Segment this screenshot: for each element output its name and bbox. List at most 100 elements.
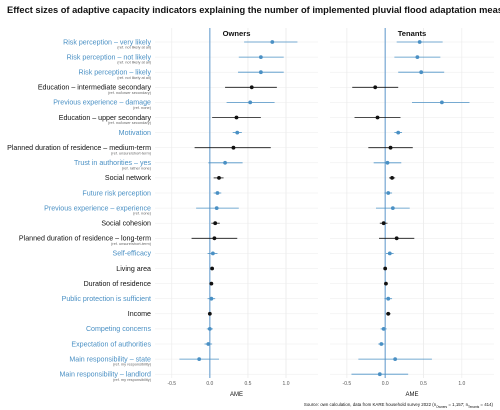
indicator-labels: Risk perception – very likely(ref. not l…: [7, 38, 152, 382]
estimate-point: [213, 221, 218, 226]
indicator-label: Planned duration of residence – long-ter…: [19, 235, 151, 243]
estimate-point: [386, 296, 391, 301]
estimate-point: [248, 100, 253, 105]
estimate-point: [417, 40, 422, 44]
estimate-point: [270, 40, 275, 44]
indicator-label: Education – intermediate secondary: [38, 84, 152, 92]
estimate-point: [377, 372, 382, 377]
estimate-point: [387, 251, 392, 256]
estimate-point: [214, 206, 219, 211]
indicator-label: Competing concerns: [86, 325, 152, 333]
estimate-point: [249, 85, 254, 90]
x-axis-title-tenants: AME: [405, 392, 418, 398]
estimate-point: [386, 311, 391, 316]
estimate-point: [381, 327, 386, 331]
indicator-label: Planned duration of residence – medium-t…: [7, 144, 151, 152]
x-tick-label: 0.0: [382, 381, 389, 387]
indicator-label: Education – upper secondary: [59, 114, 152, 122]
estimate-point: [258, 55, 263, 59]
estimate-point: [373, 85, 378, 90]
panel-tenants-background: [330, 28, 494, 378]
indicator-label: Duration of residence: [84, 280, 151, 288]
indicator-label: Previous experience – experience: [44, 204, 151, 212]
x-tick-label: 0.5: [244, 381, 251, 387]
estimate-point: [209, 281, 214, 286]
estimate-point: [381, 221, 386, 226]
x-tick-label: -0.5: [343, 381, 352, 387]
estimate-point: [393, 357, 398, 361]
indicator-label: Risk perception – very likely: [63, 38, 151, 46]
x-tick-label: 0.5: [420, 381, 427, 387]
estimate-point: [217, 176, 221, 180]
reference-note: (ref. my responsibility): [113, 362, 152, 367]
indicator-label: Future risk perception: [82, 189, 151, 197]
estimate-point: [390, 176, 394, 180]
estimate-point: [207, 327, 212, 331]
estimate-point: [209, 296, 214, 301]
indicator-label: Previous experience – damage: [53, 99, 151, 107]
estimate-point: [235, 130, 240, 135]
estimate-point: [231, 145, 236, 150]
indicator-label: Motivation: [119, 129, 151, 137]
estimate-point: [390, 206, 395, 211]
chart-title: Effect sizes of adaptive capacity indica…: [7, 5, 500, 15]
indicator-label: Self-efficacy: [112, 250, 151, 258]
reference-note: (ref. not likely at all): [117, 75, 151, 80]
estimate-point: [385, 160, 390, 165]
estimate-point: [439, 100, 444, 105]
estimate-point: [415, 55, 420, 59]
indicator-label: Risk perception – not likely: [67, 53, 152, 61]
indicator-label: Living area: [116, 265, 151, 273]
indicator-label: Expectation of authorities: [71, 340, 151, 348]
panel-title-owners: Owners: [223, 29, 251, 38]
estimate-point: [210, 251, 215, 256]
x-tick-label: 1.0: [458, 381, 465, 387]
estimate-point: [215, 191, 220, 195]
panel-owners-background: [155, 28, 318, 378]
x-axis-ticks: -0.5 0.0 0.5 1.0 -0.5 0.0 0.5 1.0: [167, 381, 465, 387]
reference-note: (ref. unsure/short-term): [111, 150, 152, 155]
estimate-point: [212, 236, 217, 241]
indicator-label: Risk perception – likely: [78, 69, 151, 77]
reference-note: (ref. rather none): [122, 165, 152, 170]
estimate-point: [388, 145, 393, 150]
estimate-point: [396, 130, 401, 135]
estimate-point: [206, 342, 211, 346]
reference-note: (ref. no/lower secondary): [108, 90, 152, 95]
source-note: Source: own calculation, data from KARE …: [304, 402, 494, 409]
indicator-label: Social cohesion: [101, 220, 151, 228]
indicator-label: Income: [128, 310, 151, 318]
estimate-point: [375, 115, 380, 120]
x-tick-label: 1.0: [283, 381, 290, 387]
zero-lines: [209, 28, 386, 378]
x-axis-title-owners: AME: [230, 392, 243, 398]
reference-note: (ref. not likely at all): [117, 45, 151, 50]
panel-title-tenants: Tenants: [398, 29, 427, 38]
indicator-label: Public protection is sufficient: [62, 295, 151, 303]
reference-note: (ref. none): [133, 211, 152, 216]
x-tick-label: -0.5: [167, 381, 176, 387]
estimate-point: [384, 281, 388, 286]
indicator-label: Trust in authorities – yes: [74, 159, 151, 167]
estimate-point: [258, 70, 263, 75]
indicator-label: Main responsibility – landlord: [60, 371, 152, 379]
reference-note: (ref. unsure/short-term): [111, 241, 152, 246]
estimate-point: [419, 70, 424, 75]
indicator-label: Social network: [105, 174, 152, 182]
estimate-points: [197, 40, 444, 377]
reference-note: (ref. not likely at all): [117, 60, 151, 65]
estimate-point: [386, 191, 391, 195]
estimate-point: [210, 266, 215, 271]
reference-note: (ref. none): [133, 105, 152, 110]
x-tick-label: 0.0: [206, 381, 213, 387]
reference-note: (ref. no/lower secondary): [108, 120, 152, 125]
estimate-point: [234, 115, 239, 120]
estimate-point: [223, 160, 227, 165]
estimate-point: [383, 266, 388, 271]
indicator-label: Main responsibility – state: [69, 355, 151, 363]
reference-note: (ref. my responsibility): [113, 377, 152, 382]
estimate-point: [197, 357, 202, 361]
estimate-point: [207, 311, 212, 316]
estimate-point: [379, 342, 384, 346]
